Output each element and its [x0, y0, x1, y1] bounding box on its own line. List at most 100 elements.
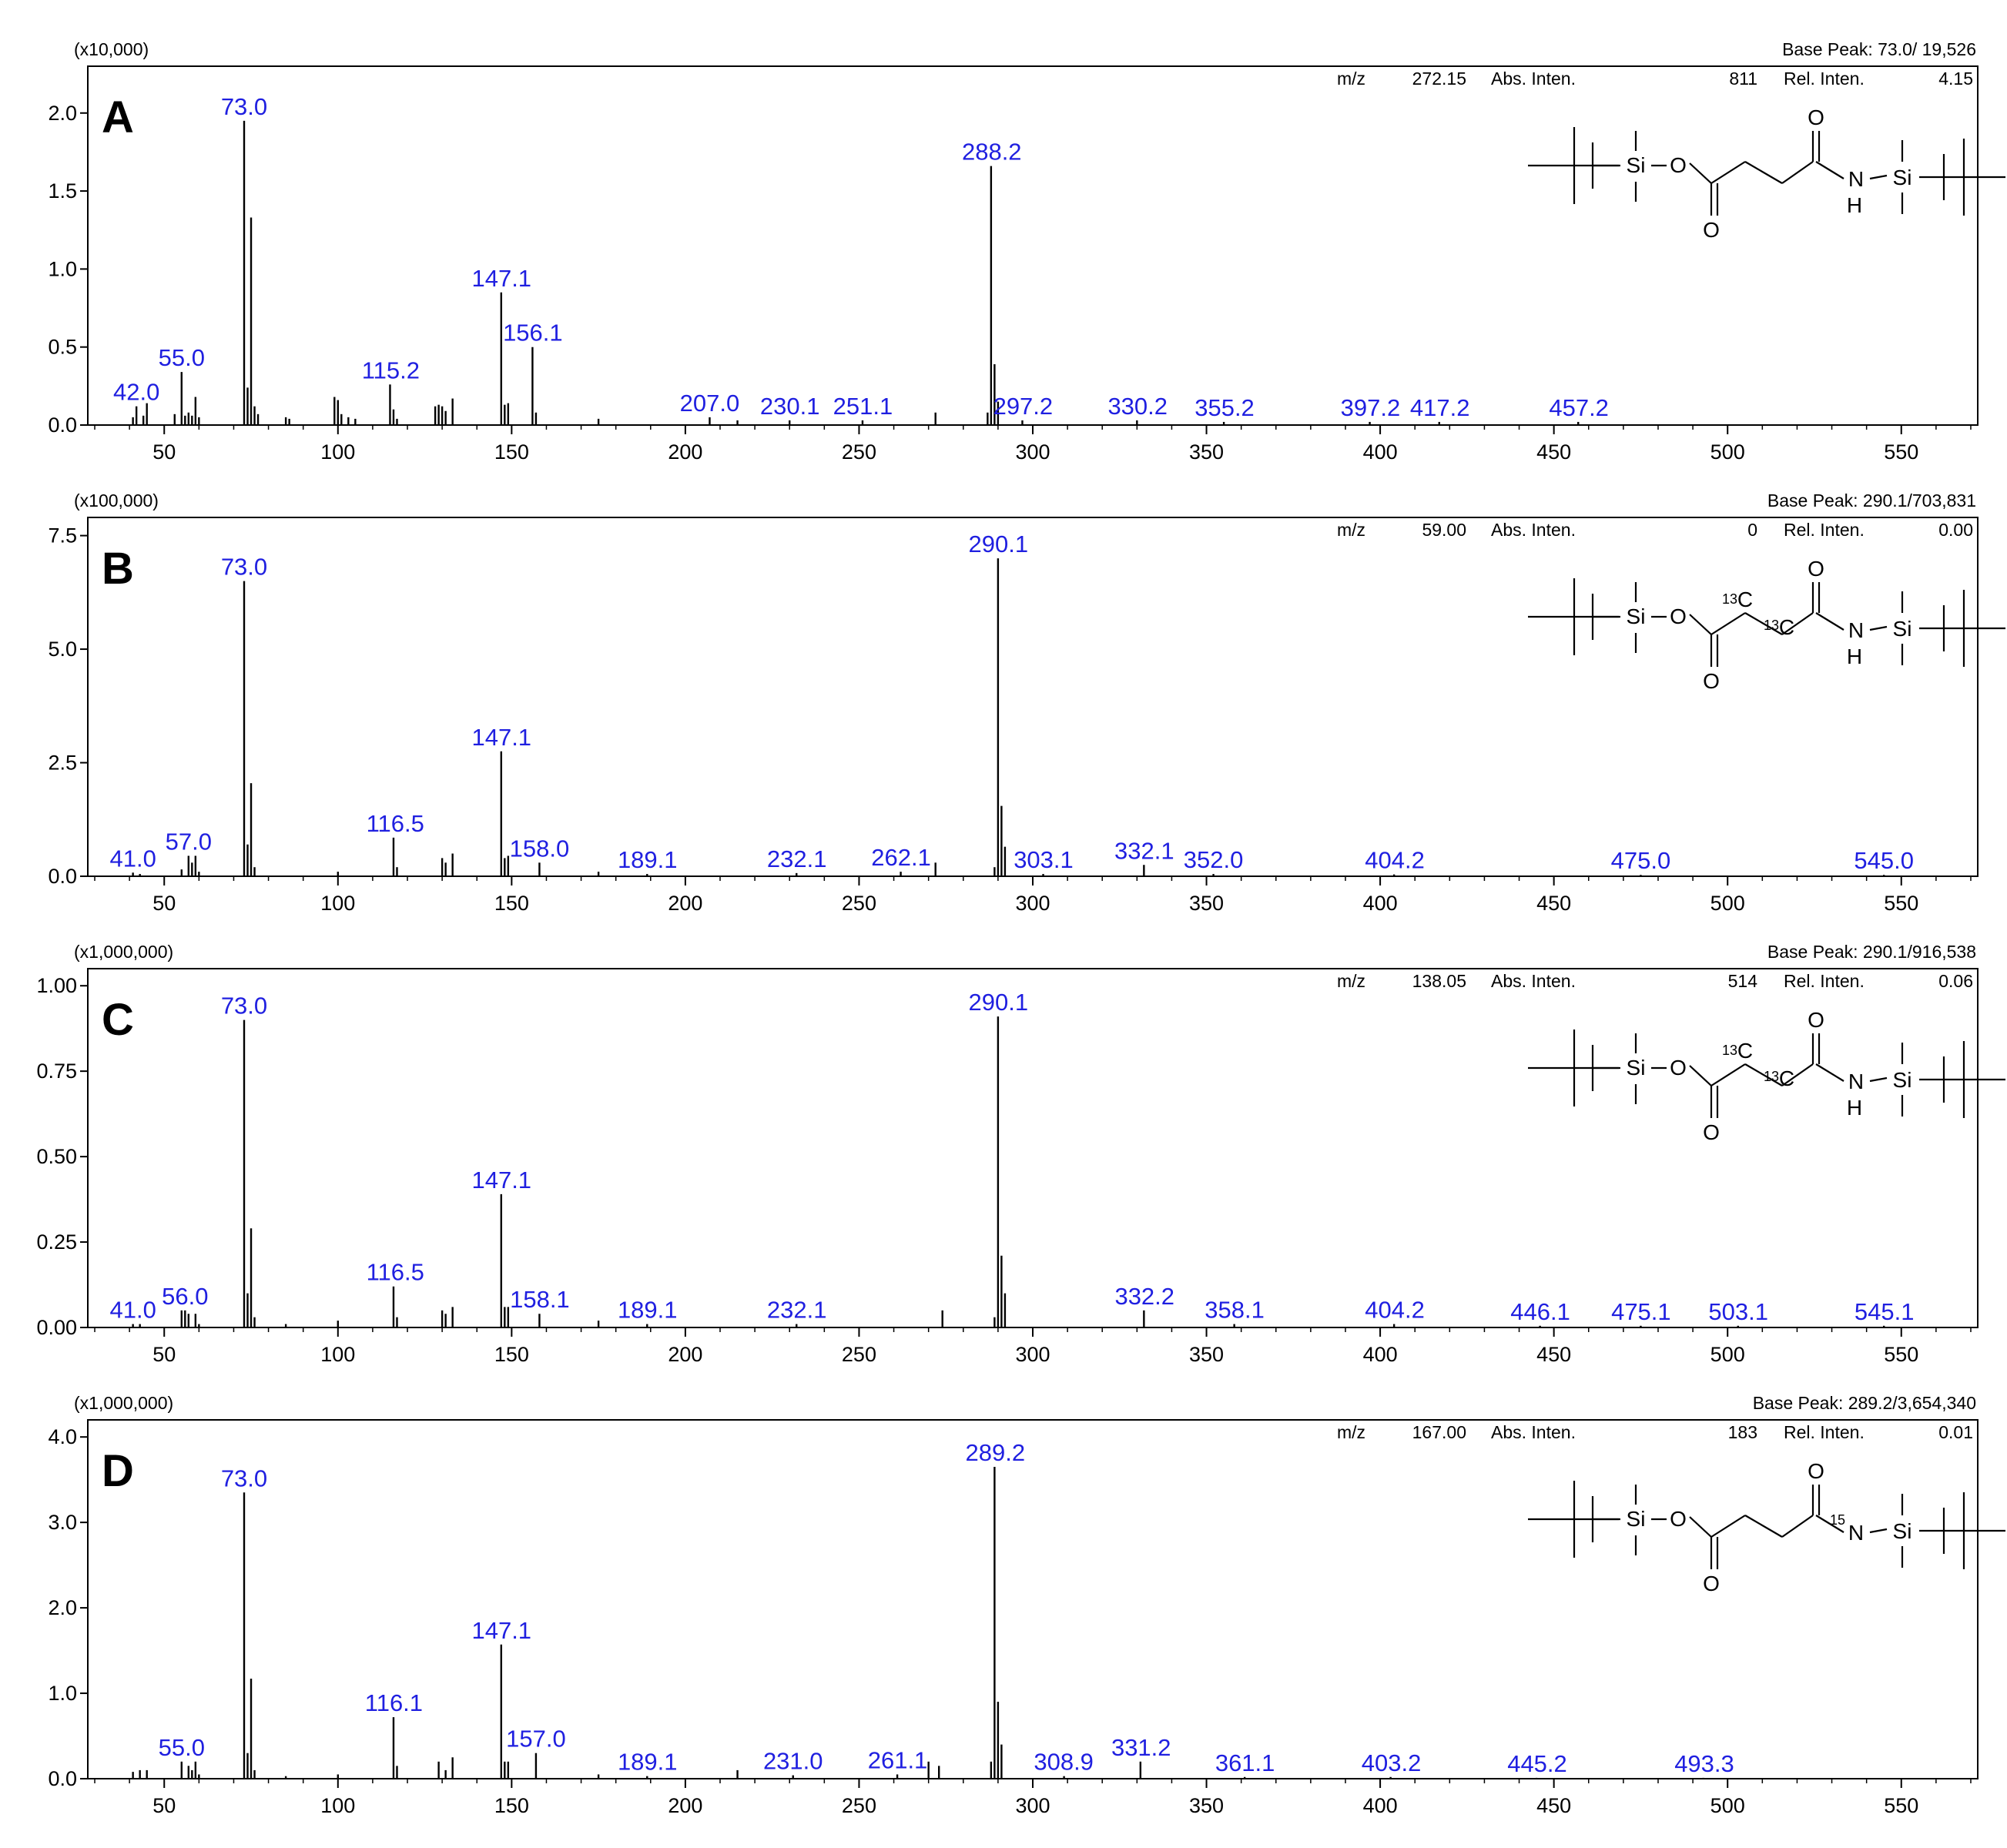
atom-o: O: [1670, 604, 1687, 628]
bond-line: [1710, 161, 1746, 184]
x-tick-label: 450: [1536, 1343, 1571, 1366]
spectrum-svg: (x100,000) Base Peak: 290.1/703,831 m/z 59.…: [48, 490, 2005, 915]
cursor-mz-label: m/z: [1337, 1422, 1365, 1442]
bond-line: [1781, 612, 1814, 635]
peak-label: 445.2: [1507, 1750, 1567, 1777]
peak-label: 545.1: [1855, 1298, 1915, 1325]
chemical-structure: Si O O O N Si 15: [1528, 1459, 2005, 1595]
y-tick-label: 2.0: [48, 1596, 77, 1619]
spectrum-panel-c: (x1,000,000) Base Peak: 290.1/916,538 m/z 1…: [28, 941, 2005, 1381]
x-tick-label: 100: [320, 1343, 355, 1366]
isotope-atom: C: [1737, 1039, 1753, 1063]
x-tick-label: 450: [1536, 440, 1571, 464]
peak-label: 147.1: [471, 724, 531, 751]
x-tick-label: 300: [1015, 1343, 1050, 1366]
atom-n: N: [1848, 1070, 1864, 1093]
isotope-atom: C: [1779, 615, 1794, 639]
bond-line: [1710, 612, 1746, 635]
x-tick-label: 500: [1710, 1794, 1745, 1817]
cursor-mz-value: 167.00: [1412, 1422, 1466, 1442]
peak-label: 404.2: [1365, 847, 1425, 874]
atom-si: Si: [1627, 153, 1646, 177]
y-multiplier: (x1,000,000): [74, 1393, 173, 1413]
spectrum-panel-b: (x100,000) Base Peak: 290.1/703,831 m/z 59.…: [28, 490, 2005, 930]
x-tick-label: 200: [668, 1794, 702, 1817]
peak-label: 457.2: [1549, 394, 1609, 421]
panel-letter: A: [102, 92, 134, 142]
peak-label: 41.0: [109, 845, 156, 872]
bond-line: [1781, 1063, 1814, 1086]
y-tick-label: 1.0: [48, 257, 77, 280]
peak-label: 290.1: [969, 531, 1029, 557]
x-tick-label: 550: [1884, 1794, 1918, 1817]
y-tick-label: 0.0: [48, 413, 77, 437]
abs-inten-value: 514: [1728, 971, 1758, 991]
peak-bars: [132, 558, 1885, 876]
bond-line: [1781, 1515, 1814, 1538]
isotope-atom: C: [1737, 588, 1753, 611]
panel-letter: C: [102, 995, 134, 1045]
atom-o: O: [1703, 1120, 1720, 1144]
cursor-mz-value: 138.05: [1412, 971, 1466, 991]
peak-label: 73.0: [221, 93, 267, 120]
rel-inten-value: 0.06: [1938, 971, 1973, 991]
peak-label: 41.0: [109, 1297, 156, 1324]
peak-label: 503.1: [1708, 1298, 1768, 1325]
y-tick-label: 0.75: [36, 1060, 77, 1083]
cursor-mz-label: m/z: [1337, 69, 1365, 89]
spectrum-panel-d: (x1,000,000) Base Peak: 289.2/3,654,340 m/…: [28, 1392, 2005, 1833]
x-tick-label: 150: [494, 1343, 529, 1366]
peak-label: 397.2: [1341, 394, 1401, 421]
atom-o: O: [1703, 218, 1720, 242]
y-multiplier: (x1,000,000): [74, 942, 173, 962]
bond-line: [1744, 612, 1783, 635]
peak-labels: 55.0 73.0 116.1 147.1 157.0 189.1 231.0 261.1 28…: [159, 1439, 1734, 1777]
spectrum-panel-a: (x10,000) Base Peak: 73.0/ 19,526 m/z 272.1…: [28, 38, 2005, 479]
peak-label: 545.0: [1854, 847, 1914, 874]
panel-letter: B: [102, 544, 134, 594]
rel-inten-value: 4.15: [1938, 69, 1973, 89]
x-tick-label: 150: [494, 892, 529, 915]
rel-inten-value: 0.00: [1938, 520, 1973, 540]
bond-line: [1815, 1515, 1844, 1533]
peak-label: 147.1: [471, 1167, 531, 1194]
bond-line: [1869, 1076, 1888, 1083]
base-peak-label: Base Peak: 290.1/703,831: [1767, 490, 1976, 511]
bond-line: [1869, 1528, 1888, 1534]
isotope-label: 15: [1830, 1512, 1845, 1528]
peak-label: 352.0: [1184, 846, 1244, 873]
y-tick-label: 0.50: [36, 1145, 77, 1168]
x-tick-label: 250: [842, 440, 876, 464]
y-tick-label: 0.5: [48, 336, 77, 359]
peak-label: 331.2: [1111, 1734, 1171, 1761]
chemical-structure: Si O O O NH Si: [1528, 105, 2005, 242]
x-tick-label: 50: [152, 440, 176, 464]
x-tick-label: 550: [1884, 440, 1918, 464]
atom-o: O: [1670, 1056, 1687, 1080]
x-tick-label: 250: [842, 892, 876, 915]
cursor-mz-value: 59.00: [1422, 520, 1466, 540]
bond-line: [1689, 1065, 1712, 1086]
peak-label: 73.0: [221, 993, 267, 1019]
x-tick-label: 500: [1710, 1343, 1745, 1366]
atom-h: H: [1847, 193, 1862, 217]
x-tick-label: 300: [1015, 440, 1050, 464]
x-tick-label: 450: [1536, 1794, 1571, 1817]
atom-si: Si: [1627, 1056, 1646, 1080]
peak-label: 290.1: [969, 989, 1029, 1016]
bond-line: [1744, 1515, 1783, 1538]
rel-inten-label: Rel. Inten.: [1784, 520, 1865, 540]
x-tick-label: 350: [1189, 1343, 1224, 1366]
peak-label: 57.0: [166, 828, 212, 855]
isotope-label: 13: [1722, 1043, 1737, 1058]
x-tick-label: 50: [152, 1794, 176, 1817]
bond-line: [1744, 1063, 1783, 1086]
peak-label: 308.9: [1034, 1749, 1094, 1776]
y-tick-label: 0.25: [36, 1230, 77, 1254]
y-tick-label: 2.5: [48, 752, 77, 775]
peak-label: 231.0: [763, 1748, 823, 1775]
peak-label: 116.5: [367, 1259, 424, 1286]
peak-label: 475.1: [1611, 1298, 1671, 1325]
x-tick-label: 200: [668, 892, 702, 915]
